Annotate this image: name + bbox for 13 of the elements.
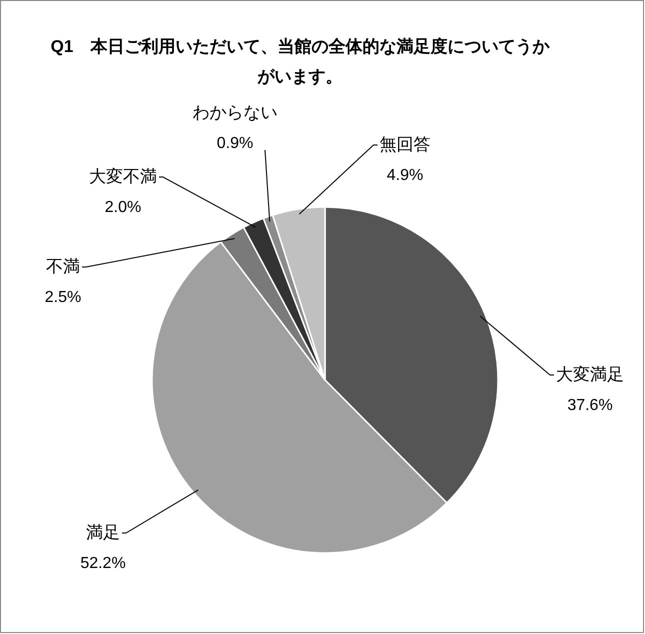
chart-title: Q1 本日ご利用いただいて、当館の全体的な満足度についてうかがいます。 [50, 37, 550, 86]
data-label: 4.9% [386, 167, 424, 184]
data-label: 0.9% [216, 135, 254, 152]
slice-label: 無回答 [380, 135, 430, 154]
data-label: 2.0% [104, 199, 142, 216]
data-label: 52.2% [80, 555, 126, 572]
slice-label: わからない [192, 103, 278, 122]
slice-label: 大変満足 [556, 365, 624, 384]
data-label: 37.6% [567, 397, 613, 414]
data-label: 2.5% [44, 289, 82, 306]
slice-label: 不満 [46, 257, 80, 276]
slice-label: 大変不満 [89, 167, 157, 186]
slice-label: 満足 [86, 523, 120, 542]
